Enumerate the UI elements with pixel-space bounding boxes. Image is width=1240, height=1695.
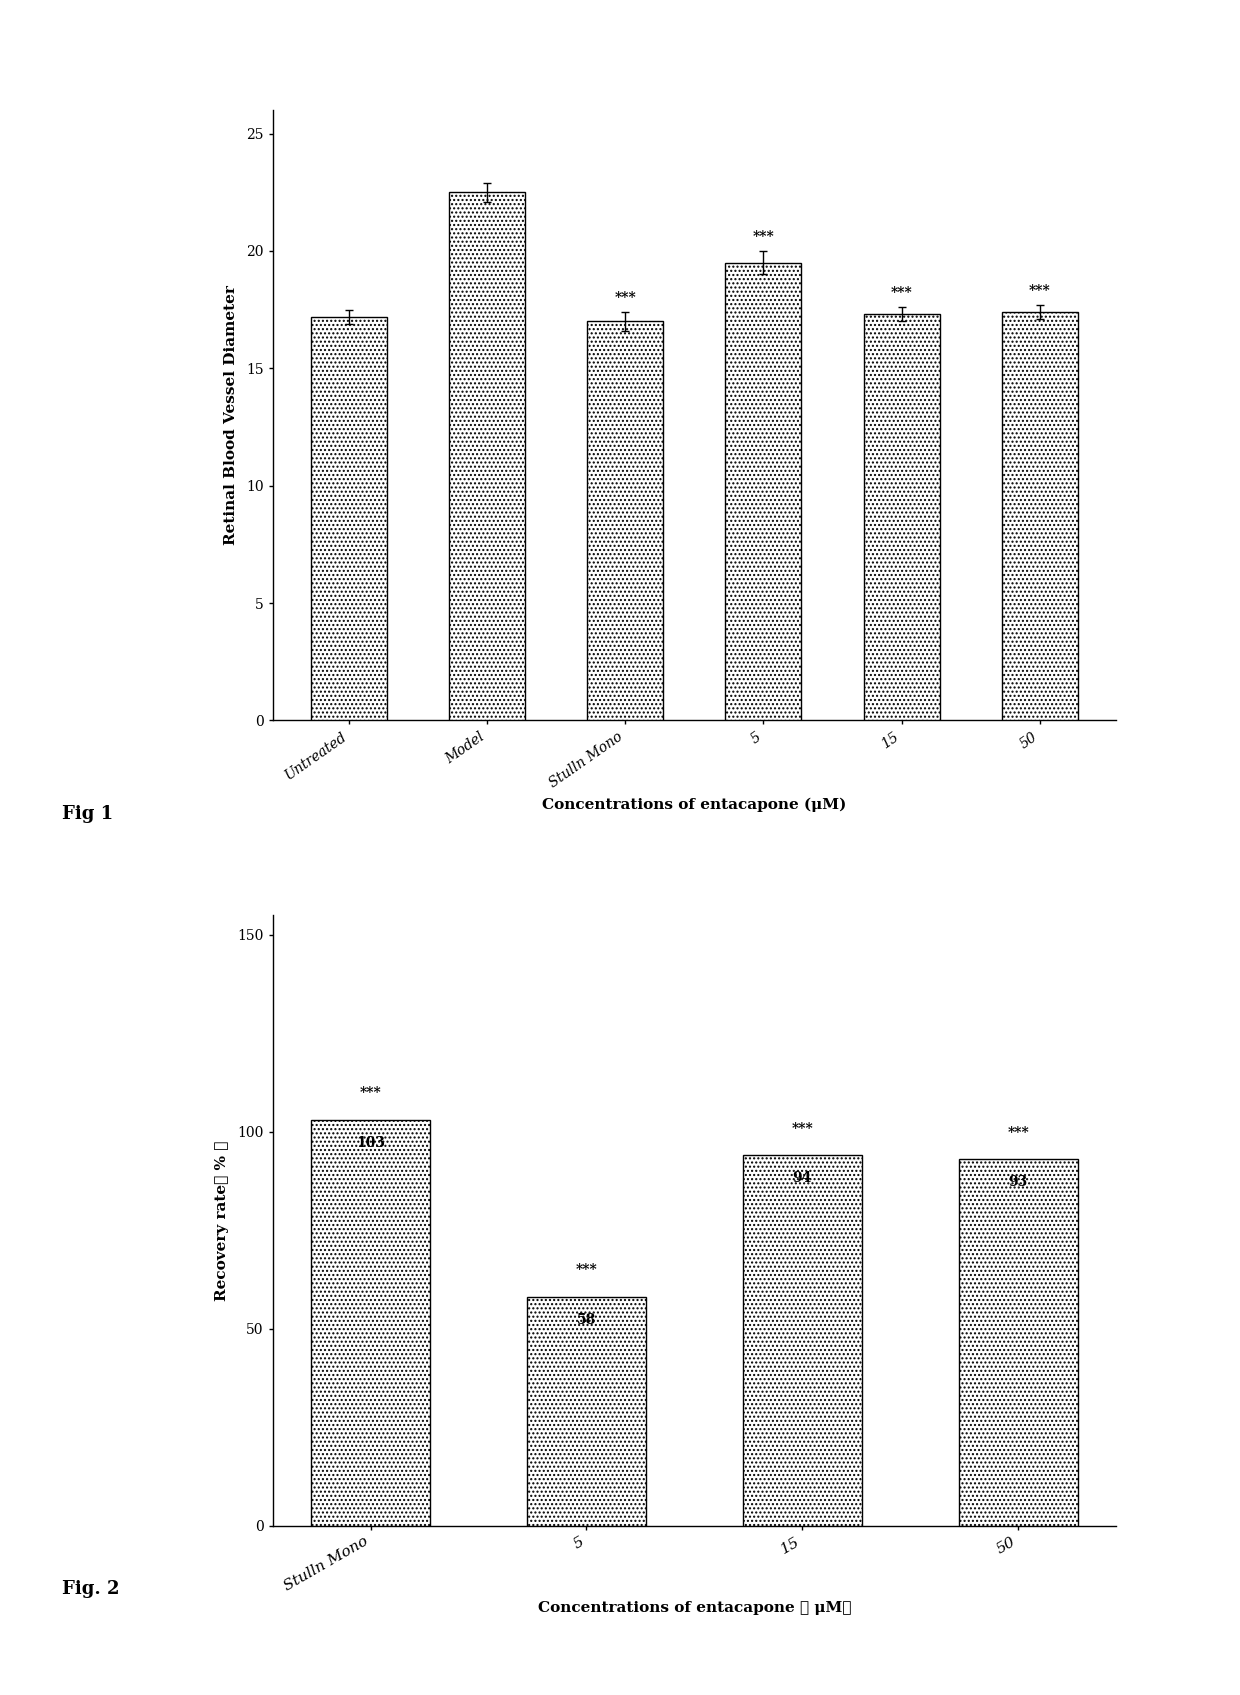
Text: ***: *** [575, 1263, 598, 1278]
Text: 103: 103 [356, 1136, 384, 1149]
Text: Fig 1: Fig 1 [62, 805, 113, 824]
Text: 94: 94 [792, 1171, 812, 1185]
Y-axis label: Retinal Blood Vessel Diameter: Retinal Blood Vessel Diameter [223, 285, 238, 546]
Text: ***: *** [1007, 1125, 1029, 1139]
X-axis label: Concentrations of entacapone （ μM）: Concentrations of entacapone （ μM） [538, 1602, 851, 1615]
Text: 58: 58 [577, 1314, 596, 1327]
Bar [1002, 312, 1078, 720]
Bar [743, 1156, 862, 1526]
Y-axis label: Recovery rate（ % ）: Recovery rate（ % ） [215, 1141, 229, 1300]
Bar [725, 263, 801, 720]
Text: ***: *** [890, 286, 913, 300]
Bar [311, 317, 387, 720]
Bar [959, 1159, 1078, 1526]
Bar [588, 322, 663, 720]
Text: 93: 93 [1008, 1175, 1028, 1190]
Bar [449, 192, 526, 720]
Bar [311, 1120, 430, 1526]
Bar [863, 314, 940, 720]
Text: ***: *** [791, 1122, 813, 1136]
Text: ***: *** [360, 1086, 382, 1100]
Text: ***: *** [753, 231, 774, 244]
X-axis label: Concentrations of entacapone (μM): Concentrations of entacapone (μM) [542, 797, 847, 812]
Text: ***: *** [1029, 285, 1050, 298]
Bar [527, 1297, 646, 1526]
Text: Fig. 2: Fig. 2 [62, 1580, 119, 1598]
Text: ***: *** [615, 292, 636, 305]
